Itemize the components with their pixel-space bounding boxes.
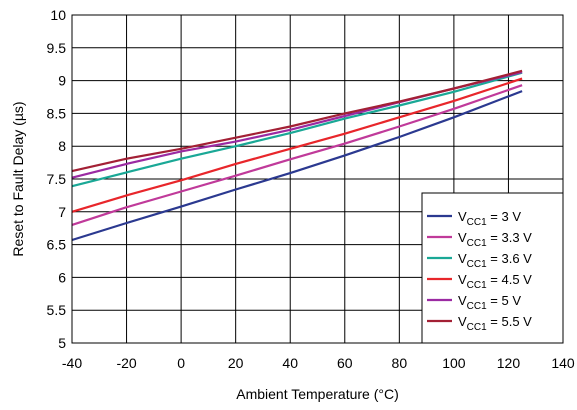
legend-entry: VCC1 = 3 V: [458, 209, 521, 228]
legend: VCC1 = 3 V VCC1 = 3.3 V VCC1 = 3.6 V VCC1 =…: [421, 192, 564, 344]
y-tick-label: 7.5: [47, 171, 67, 187]
y-tick-label: 7: [58, 204, 66, 220]
x-tick-labels: -40 -20 0 20 40 60 80 100 120 140: [62, 355, 575, 371]
y-tick-label: 6: [58, 269, 66, 285]
legend-entry: VCC1 = 4.5 V: [458, 272, 532, 291]
y-tick-label: 5.5: [47, 302, 67, 318]
series-layer: [71, 69, 523, 242]
y-tick-label: 8: [58, 138, 66, 154]
series-line: [71, 84, 523, 226]
y-axis-title: Reset to Fault Delay (µs): [10, 101, 26, 256]
x-axis-title: Ambient Temperature (°C): [236, 386, 399, 402]
plot-frame: [71, 14, 564, 344]
series-line: [71, 77, 523, 213]
y-tick-label: 10: [50, 7, 66, 23]
legend-entry: VCC1 = 5 V: [458, 293, 521, 312]
y-tick-label: 6.5: [47, 237, 67, 253]
x-tick-label: 120: [497, 355, 521, 371]
x-tick-label: 20: [228, 355, 244, 371]
series-line: [71, 71, 523, 188]
x-tick-label: -20: [116, 355, 136, 371]
x-tick-label: 100: [442, 355, 466, 371]
legend-entry: VCC1 = 5.5 V: [458, 314, 532, 333]
series-line: [71, 90, 523, 242]
y-tick-labels: 5 5.5 6 6.5 7 7.5 8 8.5 9 9.5 10: [47, 7, 67, 351]
y-tick-label: 9.5: [47, 40, 67, 56]
y-tick-label: 8.5: [47, 105, 67, 121]
x-tick-label: 80: [392, 355, 408, 371]
series-line: [71, 69, 523, 173]
legend-entry: VCC1 = 3.3 V: [458, 230, 532, 249]
x-tick-label: 0: [177, 355, 185, 371]
legend-entry: VCC1 = 3.6 V: [458, 251, 532, 270]
y-tick-label: 9: [58, 73, 66, 89]
x-tick-label: 40: [282, 355, 298, 371]
x-tick-label: -40: [62, 355, 82, 371]
x-tick-label: 60: [337, 355, 353, 371]
x-tick-label: 140: [551, 355, 575, 371]
y-tick-label: 5: [58, 335, 66, 351]
legend-box: [421, 192, 564, 344]
